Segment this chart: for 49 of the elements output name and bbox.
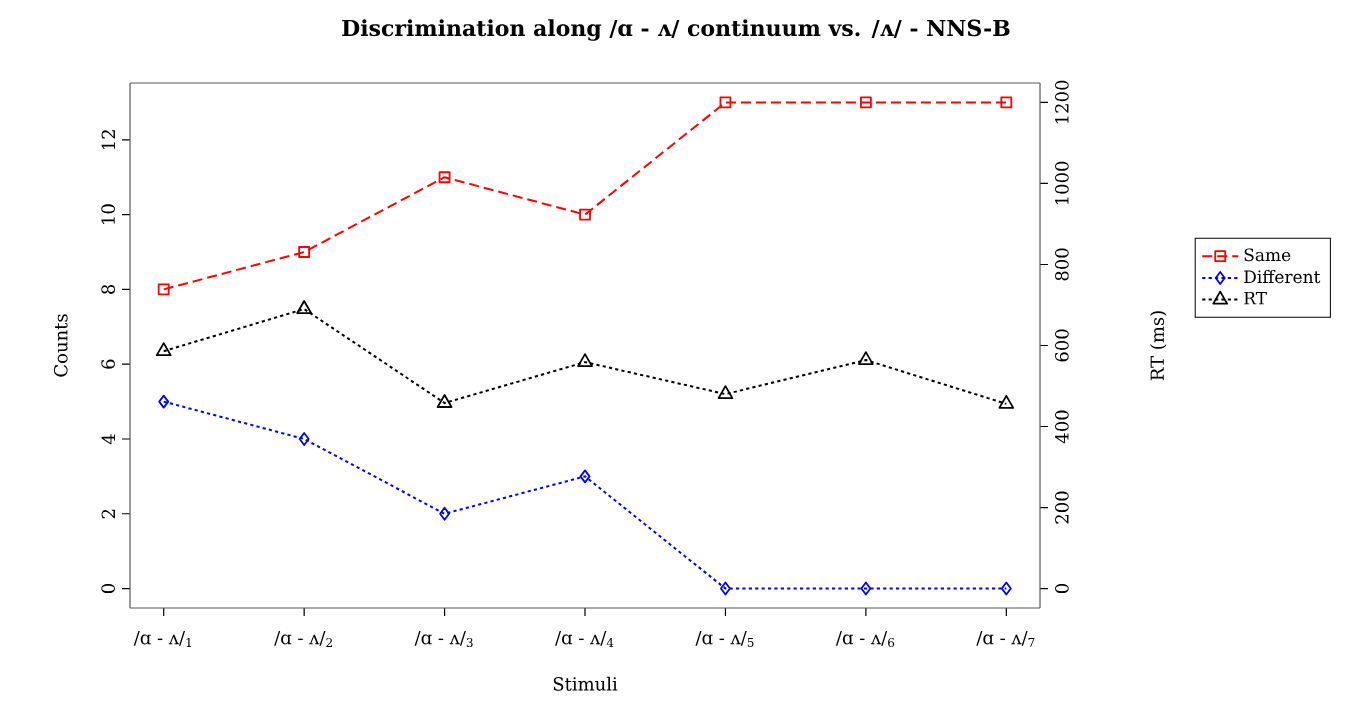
y-tick-label: 6 — [101, 359, 115, 369]
point — [858, 351, 874, 365]
point — [720, 581, 731, 596]
legend-label: Different — [1244, 269, 1321, 284]
point — [298, 246, 311, 258]
y2-tick-label: 400 — [1055, 410, 1069, 444]
y2-tick-label: 0 — [1055, 584, 1069, 594]
point — [717, 385, 734, 400]
x-tick-label: /ɑ - ʌ/$_{4}$ — [555, 631, 614, 647]
legend-label: RT — [1244, 291, 1267, 305]
x-tick-label: /ɑ - ʌ/$_{5}$ — [695, 631, 754, 647]
y-tick-label: 0 — [101, 584, 115, 594]
point — [157, 283, 170, 296]
y2-tick-label: 800 — [1055, 248, 1069, 281]
x-tick-label: /ɑ - ʌ/$_{3}$ — [414, 631, 473, 648]
point — [298, 432, 310, 446]
point — [436, 394, 453, 408]
y2-tick-label: 1000 — [1055, 161, 1069, 205]
point — [998, 394, 1015, 409]
point — [577, 353, 593, 368]
chart-title: Discrimination along /ɑ - ʌ/ continuum vs. /ʌ/ - NNS-B — [342, 19, 1010, 41]
x-tick-label: /ɑ - ʌ/$_{1}$ — [133, 631, 191, 647]
x-tick-label: /ɑ - ʌ/$_{7}$ — [976, 631, 1035, 647]
x-tick-label: /ɑ - ʌ/$_{2}$ — [274, 631, 332, 647]
point — [1000, 96, 1013, 109]
y2-tick-label: 1200 — [1055, 80, 1069, 124]
y2-axis-title: RT (ms) — [1150, 311, 1167, 381]
y-tick-label: 2 — [101, 509, 115, 519]
legend-label: Same — [1244, 248, 1291, 262]
point — [859, 96, 872, 109]
point — [296, 300, 312, 314]
point — [719, 96, 732, 109]
point — [860, 581, 872, 596]
y-tick-label: 10 — [101, 204, 115, 224]
y2-tick-label: 600 — [1055, 329, 1069, 362]
y-tick-label: 8 — [101, 284, 115, 294]
point — [1000, 581, 1012, 596]
point — [158, 394, 170, 409]
y-tick-label: 12 — [101, 130, 115, 150]
point — [438, 171, 451, 184]
point — [579, 469, 591, 484]
point — [155, 342, 172, 357]
x-tick-label: /ɑ - ʌ/$_{6}$ — [835, 631, 895, 648]
y2-tick-label: 200 — [1055, 491, 1069, 524]
point — [439, 506, 450, 521]
x-axis-title: Stimuli — [553, 676, 618, 691]
y-axis-title: Counts — [53, 314, 68, 377]
point — [579, 208, 591, 221]
y-tick-label: 4 — [101, 434, 115, 445]
